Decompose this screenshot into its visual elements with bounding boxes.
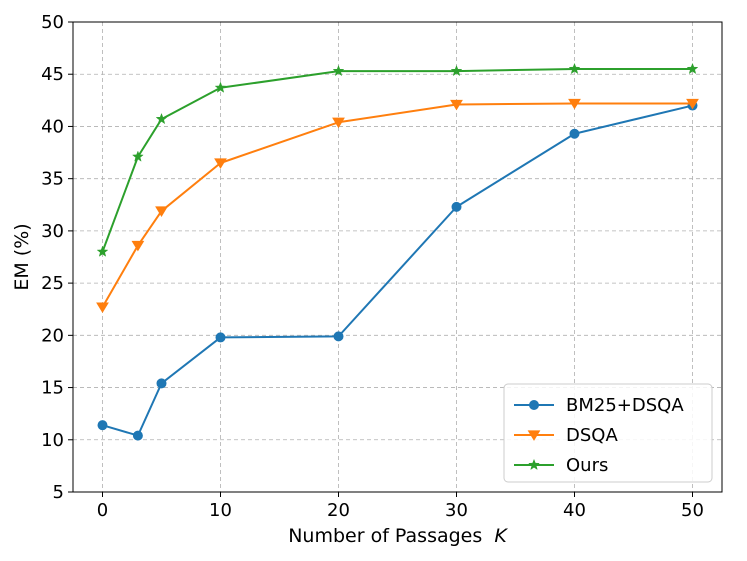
legend-marker xyxy=(527,430,541,441)
y-tick-label: 45 xyxy=(41,64,64,85)
data-point-dsqa xyxy=(568,98,581,110)
y-tick-label: 30 xyxy=(41,221,64,242)
data-point-bm25-dsqa xyxy=(132,430,143,441)
data-point-dsqa xyxy=(131,240,145,252)
data-point-bm25-dsqa xyxy=(156,378,167,389)
data-point-bm25-dsqa xyxy=(97,420,108,431)
y-axis-title: EM (%) xyxy=(11,223,33,290)
x-tick-label: 10 xyxy=(209,500,232,521)
data-point-ours xyxy=(686,62,699,75)
y-tick-label: 25 xyxy=(41,273,64,294)
x-axis-title-text: Number of Passages xyxy=(288,525,482,547)
x-axis-title-var: K xyxy=(494,525,508,547)
data-point-ours xyxy=(568,62,581,75)
x-tick-label: 30 xyxy=(445,500,468,521)
x-tick-label: 0 xyxy=(97,500,108,521)
series-dsqa xyxy=(96,98,699,314)
y-tick-label: 5 xyxy=(53,482,64,503)
x-tick-label: 40 xyxy=(563,500,586,521)
legend-box xyxy=(503,383,713,483)
data-point-bm25-dsqa xyxy=(333,331,344,342)
series-line-bm25-dsqa xyxy=(102,104,693,437)
data-point-dsqa xyxy=(332,117,345,129)
legend-entry-bm25-dsqa: BM25+DSQA xyxy=(514,395,684,416)
legend-marker xyxy=(529,400,539,410)
y-tick-label: 10 xyxy=(41,430,64,451)
data-point-dsqa xyxy=(96,302,109,314)
data-point-bm25-dsqa xyxy=(569,128,580,139)
y-tick-label: 35 xyxy=(41,169,64,190)
legend-label: DSQA xyxy=(566,425,618,446)
x-axis-title: Number of Passages K xyxy=(288,525,508,547)
plot-frame xyxy=(72,21,723,493)
data-point-ours xyxy=(155,112,168,125)
x-tick-label: 50 xyxy=(681,500,704,521)
data-point-ours xyxy=(131,150,144,162)
y-tick-label: 15 xyxy=(41,378,64,399)
legend-entry-ours: Ours xyxy=(514,455,608,476)
data-point-ours xyxy=(214,81,227,93)
legend-label: Ours xyxy=(566,455,608,476)
data-point-bm25-dsqa xyxy=(451,201,462,212)
series-layer xyxy=(96,62,699,441)
y-tick-label: 20 xyxy=(41,325,64,346)
data-point-dsqa xyxy=(214,158,227,169)
series-bm25-dsqa xyxy=(97,100,698,441)
legend-label: BM25+DSQA xyxy=(566,395,684,416)
legend-entry-dsqa: DSQA xyxy=(514,425,618,446)
y-tick-label: 40 xyxy=(41,116,64,137)
data-point-ours xyxy=(450,64,463,77)
legend-marker xyxy=(528,458,540,471)
data-point-dsqa xyxy=(155,206,168,217)
data-point-ours xyxy=(332,64,345,77)
data-point-dsqa xyxy=(686,98,699,110)
series-ours xyxy=(96,62,699,257)
legend: BM25+DSQA DSQA Ours xyxy=(503,383,713,483)
data-point-ours xyxy=(96,245,109,257)
series-line-ours xyxy=(101,68,693,253)
series-line-dsqa xyxy=(101,102,693,308)
y-tick-label: 50 xyxy=(41,12,64,33)
axis-ticks: 0 10 20 30 40 50 5 10 15 20 25 30 35 40 45 50 xyxy=(41,12,704,521)
data-point-dsqa xyxy=(450,99,463,111)
data-point-bm25-dsqa xyxy=(215,332,226,343)
x-tick-label: 20 xyxy=(327,500,350,521)
